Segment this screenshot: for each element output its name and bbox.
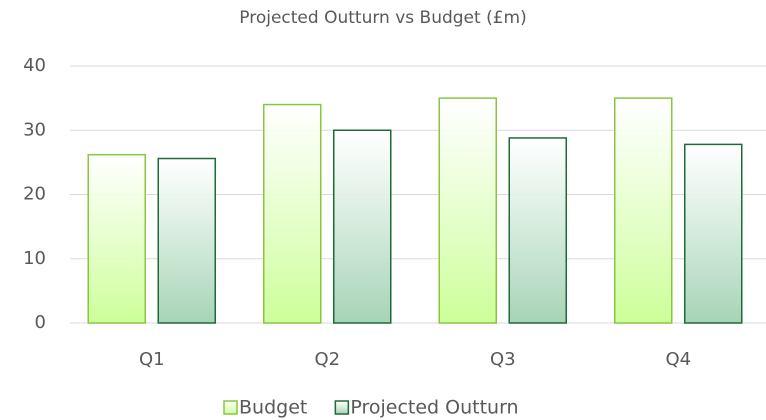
bar — [684, 143, 743, 324]
legend-swatch — [223, 400, 238, 415]
y-tick-label: 40 — [23, 55, 46, 76]
bar — [508, 137, 567, 324]
bar — [438, 97, 497, 324]
legend-label: Budget — [239, 397, 307, 419]
bar — [333, 129, 392, 324]
bar — [263, 103, 322, 324]
x-tick-label: Q1 — [139, 349, 165, 370]
x-tick-label: Q4 — [665, 349, 691, 370]
bar — [157, 157, 216, 324]
y-tick-label: 10 — [23, 248, 46, 269]
legend-swatch — [334, 400, 350, 415]
y-tick-label: 30 — [23, 119, 46, 140]
y-tick-label: 0 — [35, 312, 46, 333]
x-tick-label: Q2 — [314, 349, 340, 370]
y-tick-label: 20 — [23, 184, 46, 205]
chart-title: Projected Outturn vs Budget (£m) — [239, 8, 526, 28]
legend-label: Projected Outturn — [350, 397, 518, 419]
bar — [614, 97, 673, 324]
bar — [87, 153, 146, 324]
x-tick-label: Q3 — [490, 349, 516, 370]
